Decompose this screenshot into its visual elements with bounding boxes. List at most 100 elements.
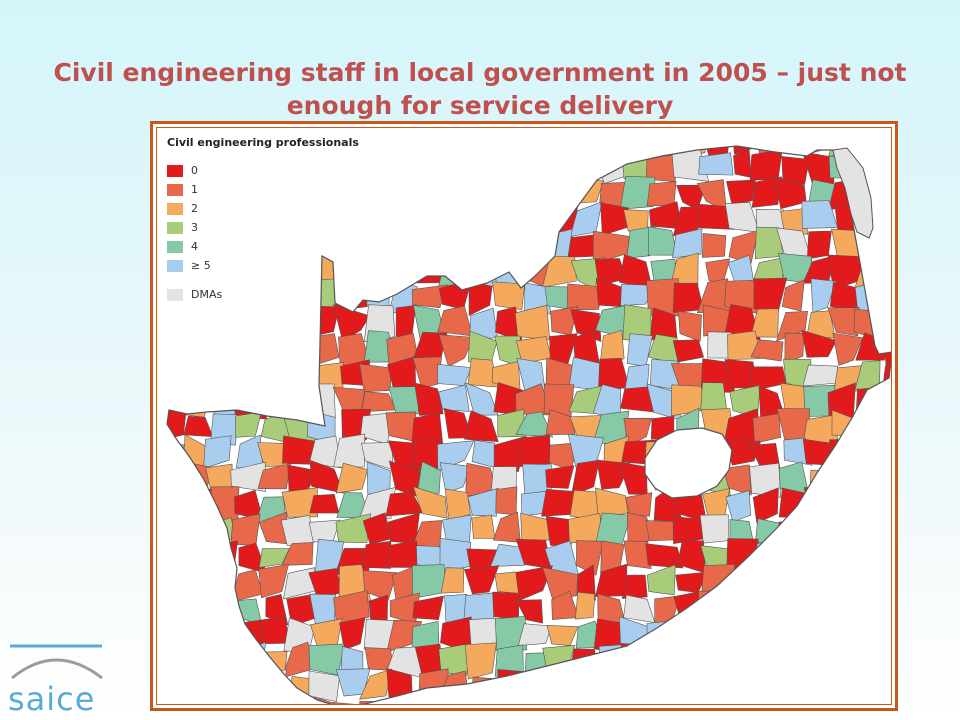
municipality-region [440,567,465,594]
municipality-region [542,255,577,288]
municipality-region [257,669,287,701]
municipality-region [542,702,579,704]
municipality-region [854,416,891,444]
municipality-region [167,409,187,443]
municipality-region [803,695,835,704]
municipality-region [177,675,215,702]
municipality-region [880,228,891,263]
municipality-region [878,485,891,522]
municipality-region [620,643,656,678]
municipality-region [212,591,238,621]
municipality-region [205,694,240,704]
municipality-region [167,361,181,394]
legend-item-4: 4 [167,239,407,254]
municipality-region [885,415,891,443]
municipality-region [542,644,576,680]
municipality-region [338,333,371,367]
legend-item-3: 3 [167,220,407,235]
municipality-region [879,542,891,574]
municipality-region [573,701,603,704]
municipality-region [828,438,866,472]
municipality-region [574,668,605,704]
municipality-region [699,626,731,651]
municipality-region [439,693,469,704]
municipality-region [854,436,885,467]
municipality-region [522,697,550,704]
municipality-region [672,516,706,544]
municipality-region [827,620,865,649]
municipality-region [167,313,182,337]
municipality-region [437,150,470,186]
municipality-region [750,339,784,362]
municipality-region [620,146,657,160]
municipality-region [756,695,783,704]
municipality-region [183,566,208,594]
municipality-region [313,696,341,704]
municipality-region [852,146,883,158]
municipality-region [676,648,701,675]
municipality-region [438,643,471,676]
lesotho-enclave [644,427,733,499]
municipality-region [436,175,467,208]
municipality-region [468,280,493,316]
legend-label: 0 [191,164,198,177]
municipality-region [308,435,342,469]
municipality-region [254,392,289,416]
municipality-region [414,382,444,416]
municipality-region [860,518,886,550]
municipality-region [600,202,629,236]
municipality-region [546,625,579,646]
municipality-region [624,668,657,704]
municipality-region [497,669,524,702]
municipality-region [785,540,813,572]
municipality-region [467,487,499,517]
municipality-region [879,146,891,154]
municipality-region [807,590,839,623]
municipality-region [523,675,549,704]
municipality-region [834,463,863,496]
municipality-region [285,331,319,367]
municipality-region [781,279,805,312]
municipality-region [784,332,805,364]
municipality-region [749,462,781,498]
municipality-region [802,646,838,674]
municipality-region [644,695,683,704]
municipality-region [230,461,266,492]
municipality-region [647,226,678,256]
municipality-region [439,462,471,494]
municipality-region [567,146,597,159]
legend-title: Civil engineering professionals [167,136,359,149]
municipality-region [776,227,813,261]
legend-item-0: 0 [167,163,407,178]
municipality-region [358,486,396,520]
municipality-region [672,668,708,702]
legend-item-1: 1 [167,182,407,197]
municipality-region [497,409,525,438]
map-canvas: Civil engineering professionals 0 1 2 3 … [156,127,892,705]
municipality-region [857,232,886,259]
municipality-region [576,540,604,576]
municipality-region [698,670,732,704]
municipality-region [831,513,855,545]
municipality-region [599,329,625,368]
municipality-region [465,382,499,416]
municipality-region [167,382,188,410]
municipality-region [778,487,807,518]
municipality-region [464,565,500,595]
municipality-region [755,518,783,546]
municipality-region [809,469,829,498]
municipality-region [465,700,501,704]
municipality-region [855,487,883,521]
municipality-region [802,151,835,186]
municipality-region [621,574,648,599]
municipality-region [167,571,187,599]
municipality-region [290,315,318,341]
municipality-region [167,538,187,571]
municipality-region [671,617,705,654]
municipality-region [229,357,265,393]
municipality-region [257,462,292,490]
municipality-region [752,413,782,444]
municipality-region [549,156,570,180]
municipality-region [257,332,286,368]
municipality-region [437,363,472,386]
